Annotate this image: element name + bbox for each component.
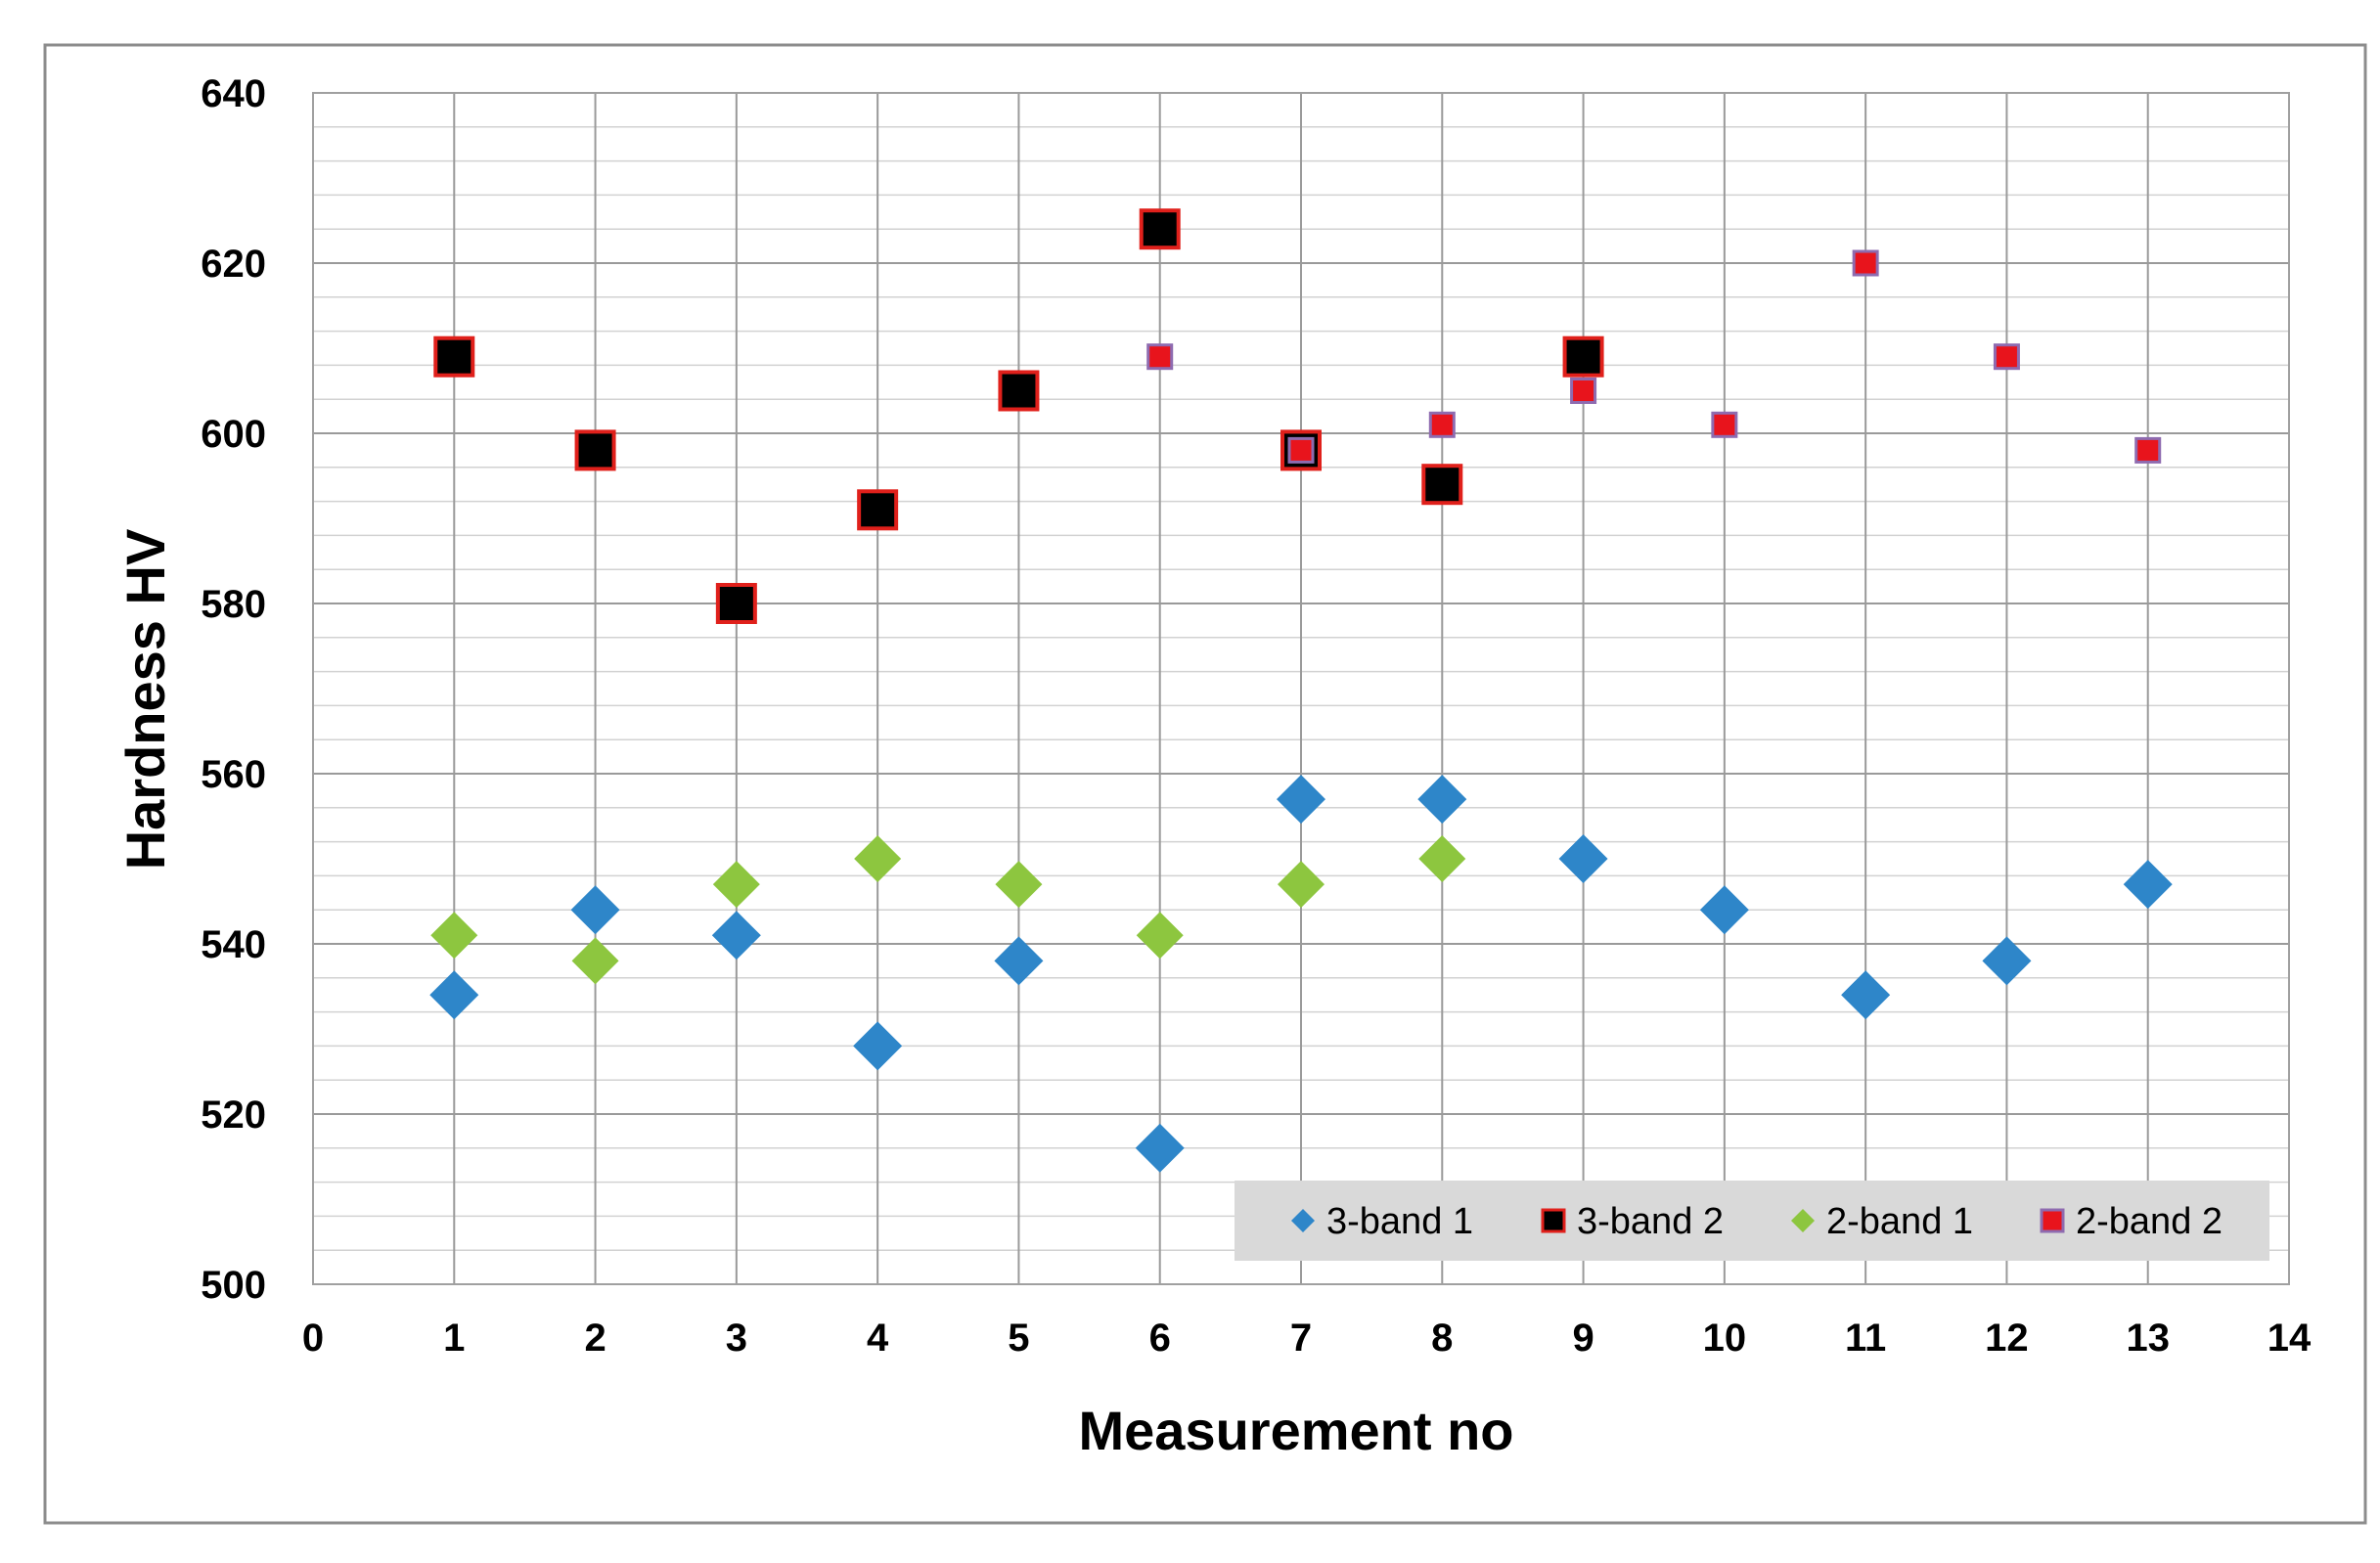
legend-item-2-band-2: 2-band 2 bbox=[2040, 1201, 2223, 1242]
x-tick-label: 2 bbox=[584, 1317, 606, 1360]
point-2-band-1 bbox=[995, 861, 1043, 909]
series-2-band-2 bbox=[1146, 249, 2162, 464]
point-2-band-2 bbox=[1287, 436, 1315, 464]
x-tick-label: 8 bbox=[1431, 1317, 1453, 1360]
point-3-band-1 bbox=[570, 885, 620, 935]
y-tick-label: 620 bbox=[201, 243, 266, 286]
x-tick-label: 3 bbox=[726, 1317, 747, 1360]
point-2-band-1 bbox=[1136, 912, 1184, 960]
point-3-band-1 bbox=[429, 970, 479, 1020]
point-3-band-2 bbox=[857, 489, 899, 531]
x-tick-label: 6 bbox=[1149, 1317, 1171, 1360]
legend-label: 3-band 1 bbox=[1326, 1201, 1473, 1242]
x-tick-label: 13 bbox=[2126, 1317, 2170, 1360]
x-tick-label: 14 bbox=[2268, 1317, 2312, 1360]
y-tick-label: 600 bbox=[201, 413, 266, 456]
point-3-band-2 bbox=[1139, 208, 1181, 250]
legend-item-3-band-1: 3-band 1 bbox=[1291, 1201, 1473, 1242]
x-tick-label: 7 bbox=[1290, 1317, 1312, 1360]
point-2-band-1 bbox=[1418, 835, 1466, 882]
point-3-band-1 bbox=[1277, 775, 1325, 825]
y-tick-labels: 500 520 540 560 580 600 620 640 bbox=[201, 72, 266, 1307]
legend-marker bbox=[2040, 1208, 2065, 1233]
point-2-band-2 bbox=[1711, 411, 1738, 438]
chart-frame bbox=[43, 43, 2367, 1525]
x-tick-label: 10 bbox=[1703, 1317, 1747, 1360]
series-3-band-1 bbox=[429, 775, 2173, 1173]
legend-label: 2-band 2 bbox=[2076, 1201, 2223, 1242]
y-tick-label: 540 bbox=[201, 923, 266, 966]
y-axis-title: Hardness HV bbox=[114, 529, 176, 871]
point-2-band-2 bbox=[1852, 249, 1879, 277]
y-tick-label: 560 bbox=[201, 753, 266, 796]
legend-item-2-band-1: 2-band 1 bbox=[1791, 1201, 1973, 1242]
point-2-band-2 bbox=[1428, 411, 1456, 438]
x-tick-label: 1 bbox=[443, 1317, 465, 1360]
point-3-band-1 bbox=[1982, 936, 2032, 986]
legend-label: 2-band 1 bbox=[1826, 1201, 1973, 1242]
point-3-band-1 bbox=[1135, 1123, 1185, 1173]
point-2-band-2 bbox=[1570, 378, 1597, 404]
point-2-band-2 bbox=[1146, 343, 1174, 371]
point-2-band-1 bbox=[854, 835, 902, 882]
point-3-band-1 bbox=[994, 936, 1044, 986]
point-3-band-2 bbox=[574, 429, 616, 471]
legend-item-3-band-2: 3-band 2 bbox=[1541, 1201, 1724, 1242]
series-2-band-1 bbox=[430, 835, 1466, 985]
point-3-band-1 bbox=[853, 1021, 903, 1071]
legend: 3-band 1 3-band 2 2-band 1 2-band 2 bbox=[1235, 1181, 2269, 1261]
x-tick-labels: 0 1 2 3 4 5 6 7 8 9 10 11 12 13 14 bbox=[302, 1317, 2312, 1360]
point-3-band-1 bbox=[1417, 775, 1467, 825]
legend-marker bbox=[1541, 1208, 1566, 1233]
point-3-band-1 bbox=[1841, 970, 1891, 1020]
x-tick-label: 11 bbox=[1845, 1317, 1886, 1360]
point-3-band-1 bbox=[711, 911, 761, 960]
data-series bbox=[429, 208, 2173, 1173]
point-3-band-1 bbox=[2123, 860, 2173, 910]
x-tick-label: 9 bbox=[1572, 1317, 1594, 1360]
point-3-band-2 bbox=[998, 370, 1040, 412]
plot-area bbox=[312, 92, 2290, 1285]
x-tick-label: 0 bbox=[302, 1317, 324, 1360]
point-3-band-2 bbox=[1421, 464, 1463, 506]
point-2-band-1 bbox=[430, 912, 478, 960]
point-3-band-2 bbox=[433, 335, 475, 378]
x-tick-label: 12 bbox=[1985, 1317, 2029, 1360]
x-axis-title: Measurement no bbox=[1079, 1400, 1514, 1461]
legend-label: 3-band 2 bbox=[1577, 1201, 1724, 1242]
point-3-band-1 bbox=[1699, 885, 1749, 935]
y-tick-label: 500 bbox=[201, 1264, 266, 1307]
point-2-band-2 bbox=[2134, 436, 2162, 464]
point-3-band-2 bbox=[1562, 335, 1604, 378]
point-3-band-1 bbox=[1558, 834, 1608, 883]
x-tick-label: 4 bbox=[867, 1317, 889, 1360]
point-2-band-2 bbox=[1993, 343, 2020, 371]
point-2-band-1 bbox=[571, 937, 619, 985]
legend-marker bbox=[1291, 1209, 1315, 1232]
point-3-band-2 bbox=[715, 583, 757, 624]
legend-marker bbox=[1791, 1209, 1815, 1232]
point-2-band-1 bbox=[712, 861, 760, 909]
legend-box bbox=[1235, 1181, 2269, 1261]
y-tick-label: 580 bbox=[201, 583, 266, 626]
y-tick-label: 640 bbox=[201, 72, 266, 115]
x-tick-label: 5 bbox=[1008, 1317, 1029, 1360]
point-2-band-1 bbox=[1278, 861, 1325, 909]
y-tick-label: 520 bbox=[201, 1094, 266, 1137]
